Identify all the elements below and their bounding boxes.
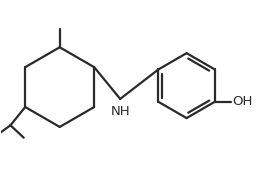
Text: NH: NH <box>110 105 130 118</box>
Text: OH: OH <box>232 95 252 108</box>
